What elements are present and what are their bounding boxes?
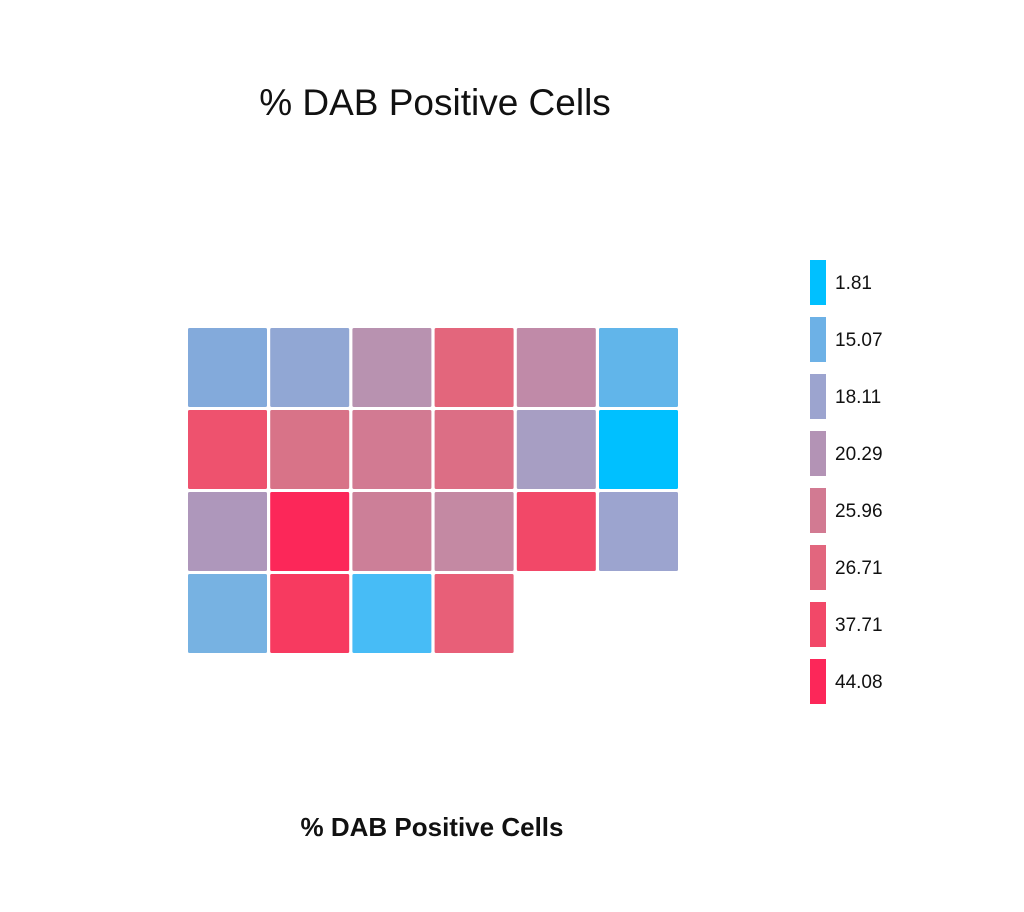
legend-swatch [810,317,826,362]
legend-swatch [810,260,826,305]
legend-swatch [810,545,826,590]
heatmap-cell [188,410,267,489]
heatmap-cell [270,492,350,571]
heatmap-cell [516,328,596,407]
heatmap-cell [599,492,678,571]
legend-label: 1.81 [835,273,872,294]
chart-title: % DAB Positive Cells [259,82,611,123]
legend-swatch [810,659,826,704]
legend-label: 25.96 [835,501,883,522]
legend-label: 18.11 [835,387,881,408]
heatmap-cell [434,410,514,489]
heatmap-cell [599,328,678,407]
heatmap-cell [352,574,432,653]
heatmap-cell [516,410,596,489]
legend-label: 37.71 [835,615,883,636]
legend-label: 15.07 [835,330,883,351]
heatmap-cell [270,328,350,407]
legend-label: 20.29 [835,444,883,465]
chart-subtitle: % DAB Positive Cells [300,812,564,842]
heatmap-cell [188,328,267,407]
legend-swatch [810,374,826,419]
heatmap-cell [270,574,350,653]
legend-label: 26.71 [835,558,883,579]
heatmap-cell [188,492,267,571]
heatmap-cell [516,492,596,571]
heatmap-cells [188,328,678,653]
heatmap-cell [352,410,432,489]
legend-label: 44.08 [835,672,883,693]
legend-swatch [810,431,826,476]
heatmap-cell [599,410,678,489]
heatmap-cell [352,328,432,407]
heatmap-cell [434,574,514,653]
heatmap-cell [352,492,432,571]
legend-swatch [810,602,826,647]
heatmap-cell [270,410,350,489]
legend-swatch [810,488,826,533]
heatmap-cell [188,574,267,653]
heatmap-cell [434,492,514,571]
legend: 1.81 15.07 18.11 20.29 25.96 26.71 37.71 44.08 [810,260,883,704]
heatmap-cell [434,328,514,407]
